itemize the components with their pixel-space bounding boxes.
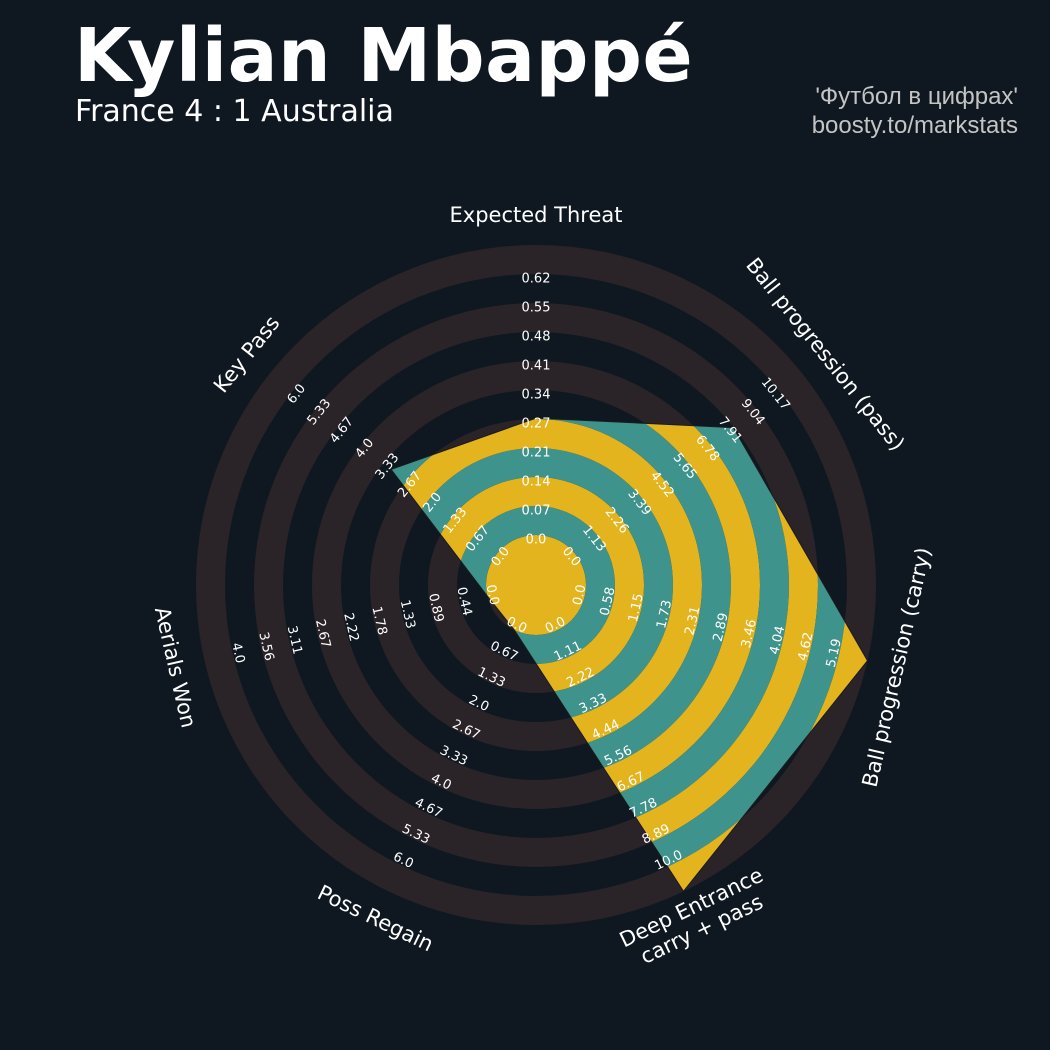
tick-label: 3.56 <box>255 631 276 663</box>
value-shape-outline <box>390 417 869 893</box>
tick-label: 2.89 <box>711 612 732 644</box>
match-subtitle: France 4 : 1 Australia <box>75 94 394 129</box>
tick-label: 3.11 <box>284 624 305 656</box>
tick-label: 0.27 <box>522 417 551 432</box>
tick-label: 0.34 <box>522 388 551 403</box>
tick-label: 1.15 <box>626 592 647 624</box>
credit-block: 'Футбол в цифрах' boosty.to/markstats <box>812 82 1018 140</box>
credit-url: boosty.to/markstats <box>811 112 1018 139</box>
tick-label: 0.62 <box>522 272 551 287</box>
player-name-title: Kylian Mbappé <box>74 13 694 99</box>
tick-label: 0.48 <box>522 330 551 345</box>
tick-label: 1.73 <box>654 599 675 631</box>
axis-label-line: Expected Threat <box>450 203 623 227</box>
tick-label: 2.67 <box>312 618 333 650</box>
tick-label: 0.44 <box>453 586 474 618</box>
tick-label: 0.0 <box>482 583 501 607</box>
tick-label: 0.58 <box>598 586 619 618</box>
tick-label: 3.46 <box>739 618 760 650</box>
tick-label: 4.62 <box>796 631 817 663</box>
tick-label: 0.55 <box>522 301 551 316</box>
tick-label: 4.04 <box>767 624 788 656</box>
tick-label: 2.31 <box>682 605 703 637</box>
shape-band-center <box>486 535 586 635</box>
tick-label: 0.89 <box>425 592 446 624</box>
tick-label: 0.07 <box>522 504 551 519</box>
tick-label: 5.19 <box>824 637 845 669</box>
tick-label: 4.0 <box>228 641 247 665</box>
tick-label: 1.78 <box>368 605 389 637</box>
tick-label: 0.0 <box>570 583 589 607</box>
tick-label: 1.33 <box>397 599 418 631</box>
credit-channel: 'Футбол в цифрах' <box>815 83 1018 110</box>
axis-label: Expected Threat <box>450 203 623 227</box>
axis-label: Aerials Won <box>150 604 201 730</box>
tick-label: 0.21 <box>522 446 551 461</box>
tick-label: 2.22 <box>340 612 361 644</box>
axis-label-line: Aerials Won <box>150 604 201 730</box>
tick-label: 0.41 <box>522 359 551 374</box>
tick-label: 0.0 <box>526 533 547 548</box>
tick-label: 0.14 <box>522 475 551 490</box>
